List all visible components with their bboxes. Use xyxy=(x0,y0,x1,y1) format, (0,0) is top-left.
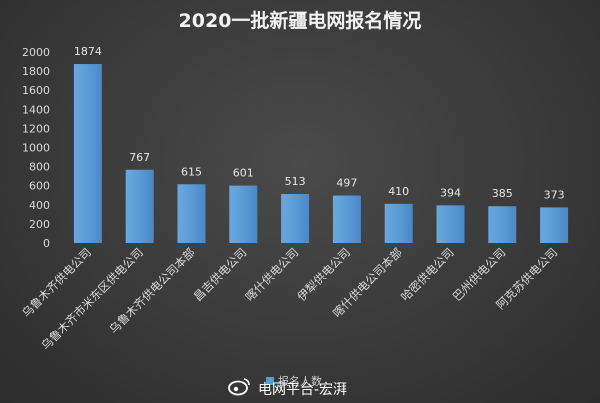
y-tick-label: 1000 xyxy=(22,142,50,155)
category-labels: 乌鲁木齐供电公司乌鲁木齐市米东区供电公司乌鲁木齐供电公司本部昌吉供电公司喀什供电… xyxy=(19,245,560,352)
data-label: 601 xyxy=(233,167,254,180)
y-axis: 0 200 400 600 800 1000 1200 1400 1600 1800 2000 xyxy=(22,46,50,250)
y-tick-label: 1600 xyxy=(22,84,50,97)
legend-swatch xyxy=(266,377,274,385)
watermark: 电网平台-宏湃 xyxy=(228,378,347,398)
legend: 报名人数 xyxy=(266,374,322,388)
bar xyxy=(73,64,102,244)
y-tick-label: 1200 xyxy=(22,122,50,135)
bar xyxy=(488,206,517,243)
bar xyxy=(540,207,569,243)
weibo-icon xyxy=(228,378,250,396)
y-tick-label: 200 xyxy=(29,218,50,231)
bar xyxy=(125,169,154,243)
data-label: 394 xyxy=(440,186,461,199)
data-label: 385 xyxy=(492,187,513,200)
bar xyxy=(332,195,361,243)
category-label: 乌鲁木齐供电公司本部 xyxy=(106,245,197,336)
category-label: 乌鲁木齐市米东区供电公司 xyxy=(38,245,145,352)
y-tick-label: 1800 xyxy=(22,65,50,78)
y-tick-label: 2000 xyxy=(22,46,50,59)
data-label: 1874 xyxy=(74,45,102,58)
legend-label: 报名人数 xyxy=(278,374,322,388)
data-label: 497 xyxy=(336,177,357,190)
y-tick-label: 1400 xyxy=(22,103,50,116)
bar xyxy=(436,205,465,243)
data-label: 513 xyxy=(285,175,306,188)
bar xyxy=(384,203,413,243)
y-tick-label: 800 xyxy=(29,161,50,174)
y-tick-label: 0 xyxy=(43,237,50,250)
data-labels: 1874 767 615 601 513 497 410 394 385 373 xyxy=(74,45,565,201)
bar xyxy=(177,184,206,243)
bar xyxy=(281,194,310,243)
y-tick-label: 600 xyxy=(29,180,50,193)
category-label: 哈密供电公司 xyxy=(398,245,457,304)
watermark-text: 电网平台-宏湃 xyxy=(258,382,347,398)
y-tick-label: 400 xyxy=(29,199,50,212)
data-label: 373 xyxy=(544,188,565,201)
data-label: 767 xyxy=(129,151,150,164)
category-label: 昌吉供电公司 xyxy=(191,245,250,304)
chart-title: 2020一批新疆电网报名情况 xyxy=(179,9,422,32)
data-label: 615 xyxy=(181,165,202,178)
bar xyxy=(229,185,258,243)
bars xyxy=(73,64,569,244)
data-label: 410 xyxy=(388,185,409,198)
category-label: 喀什供电公司 xyxy=(243,245,302,304)
